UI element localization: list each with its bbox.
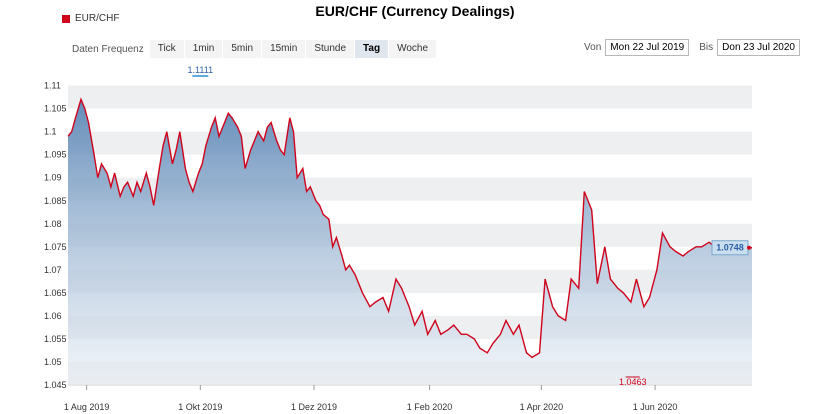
freq-button-day[interactable]: Tag (355, 40, 389, 58)
legend[interactable]: EUR/CHF (62, 13, 119, 24)
last-value-label: 1.0748 (716, 243, 744, 253)
y-tick-label: 1.105 (44, 104, 67, 114)
y-tick-label: 1.11 (44, 81, 61, 91)
chart-title: EUR/CHF (Currency Dealings) (315, 3, 515, 19)
freq-button-1min[interactable]: 1min (184, 40, 223, 58)
max-value-label: 1.1111 (188, 65, 214, 75)
last-point (747, 245, 751, 250)
grid-band (68, 85, 752, 109)
from-date-input[interactable]: Mon 22 Jul 2019 (605, 39, 690, 56)
y-tick-label: 1.05 (44, 357, 62, 367)
x-tick-label: 1 Dez 2019 (291, 402, 337, 412)
date-range: Von Mon 22 Jul 2019 Bis Don 23 Jul 2020 (584, 39, 800, 56)
y-tick-label: 1.09 (44, 173, 62, 183)
y-tick-label: 1.085 (44, 196, 67, 206)
freq-button-15min[interactable]: 15min (262, 40, 306, 58)
freq-button-hour[interactable]: Stunde (306, 40, 355, 58)
frequency-label: Daten Frequenz (72, 43, 144, 55)
to-date-input[interactable]: Don 23 Jul 2020 (717, 39, 800, 56)
y-axis: 1.045 1.05 1.055 1.06 1.065 1.07 1.075 1.08 1.08… (44, 81, 67, 390)
y-tick-label: 1.095 (44, 150, 67, 160)
y-tick-label: 1.06 (44, 311, 62, 321)
y-tick-label: 1.075 (44, 242, 67, 252)
x-axis: 1 Aug 2019 1 Okt 2019 1 Dez 2019 1 Feb 2020… (64, 384, 752, 412)
series-area (68, 99, 752, 386)
y-tick-label: 1.055 (44, 334, 67, 344)
x-tick-label: 1 Okt 2019 (178, 402, 222, 412)
from-label: Von (584, 42, 602, 53)
freq-button-week[interactable]: Woche (389, 40, 437, 58)
y-tick-label: 1.07 (44, 265, 62, 275)
y-tick-label: 1.045 (44, 380, 67, 390)
y-tick-label: 1.065 (44, 288, 67, 298)
freq-button-tick[interactable]: Tick (149, 40, 184, 58)
annotations: 1.1111 1.0463 1.0748 (188, 65, 751, 387)
to-label: Bis (699, 42, 714, 53)
y-tick-label: 1.08 (44, 219, 62, 229)
legend-swatch-icon (62, 14, 70, 23)
min-value-label: 1.0463 (619, 377, 647, 387)
legend-label: EUR/CHF (75, 13, 120, 24)
x-tick-label: 1 Feb 2020 (407, 402, 453, 412)
freq-button-5min[interactable]: 5min (223, 40, 262, 58)
x-tick-label: 1 Aug 2019 (64, 402, 110, 412)
x-tick-label: 1 Apr 2020 (520, 402, 564, 412)
x-tick-label: 1 Jun 2020 (633, 402, 678, 412)
y-tick-label: 1.1 (44, 127, 57, 137)
frequency-toolbar: Daten Frequenz Tick 1min 5min 15min Stun… (72, 40, 437, 58)
series-line (67, 97, 752, 359)
